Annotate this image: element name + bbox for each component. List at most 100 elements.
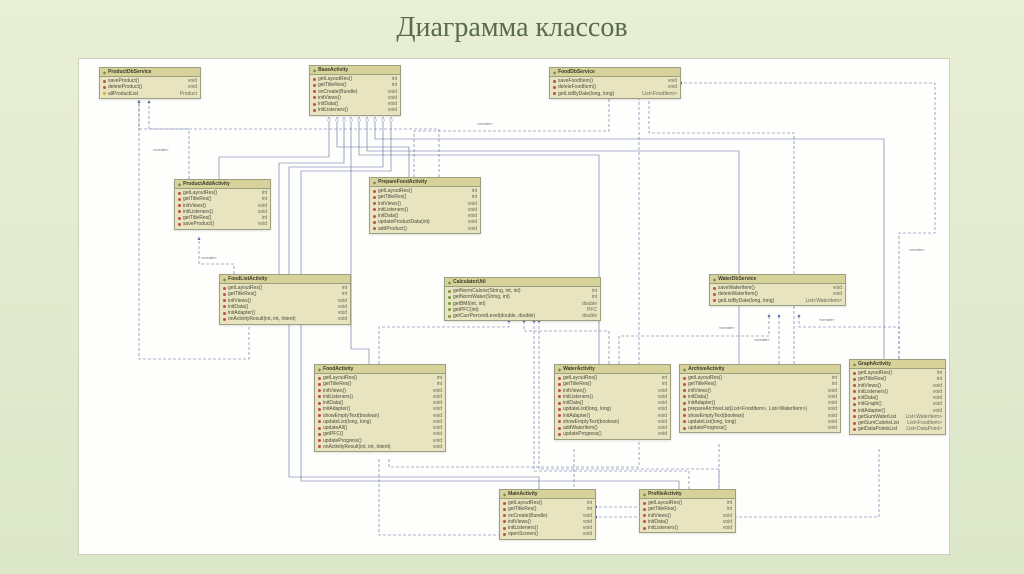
class-body: saveProduct()voiddeleteProduct()voidallP…: [100, 77, 200, 98]
class-header: MainActivity: [500, 490, 595, 499]
edge: [799, 314, 899, 359]
visibility-dot: [713, 287, 716, 290]
visibility-dot: [318, 439, 321, 442]
visibility-dot: [318, 383, 321, 386]
edge-label: «create»: [477, 121, 493, 126]
class-header: ProfileActivity: [640, 490, 735, 499]
edge-label: «create»: [754, 337, 770, 342]
visibility-dot: [103, 80, 106, 83]
visibility-dot: [643, 514, 646, 517]
visibility-dot: [553, 80, 556, 83]
method-row: getListByDate(long, long)List<FoodItem>: [550, 91, 680, 97]
visibility-dot: [448, 296, 451, 299]
visibility-dot: [373, 208, 376, 211]
visibility-dot: [503, 514, 506, 517]
visibility-dot: [318, 420, 321, 423]
edge: [619, 314, 769, 364]
method-row: updateProgress()void: [555, 431, 670, 437]
visibility-dot: [558, 420, 561, 423]
visibility-dot: [313, 90, 316, 93]
class-body: getLayoutRes()intgetTitleRes()intinitVie…: [175, 189, 270, 229]
class-body: getLayoutRes()intgetTitleRes()intinitVie…: [850, 369, 945, 434]
edge: [337, 117, 409, 177]
class-body: getLayoutRes()intgetTitleRes()intinitVie…: [555, 374, 670, 439]
visibility-dot: [683, 395, 686, 398]
edge: [679, 83, 935, 359]
visibility-dot: [373, 202, 376, 205]
edge: [379, 319, 509, 364]
visibility-dot: [178, 192, 181, 195]
method-row: allProductListProduct: [100, 91, 200, 97]
visibility-dot: [503, 508, 506, 511]
visibility-dot: [373, 227, 376, 230]
method-type: List<DataPoint>: [906, 426, 942, 432]
visibility-dot: [373, 215, 376, 218]
visibility-dot: [448, 290, 451, 293]
method-name: initListeners(): [318, 107, 384, 113]
class-body: getLayoutRes()intgetTitleRes()intonCreat…: [500, 499, 595, 539]
edge: [649, 96, 794, 364]
visibility-dot: [553, 86, 556, 89]
method-type: double: [582, 313, 597, 319]
visibility-dot: [318, 395, 321, 398]
method-row: addProduct()void: [370, 226, 480, 232]
method-name: getDataPointsList: [858, 426, 902, 432]
visibility-dot: [313, 84, 316, 87]
class-body: getNormCalorie(String, int, int)intgetNo…: [445, 287, 600, 320]
class-header: ArchiveActivity: [680, 365, 840, 374]
diagram-canvas: ProductDbServicesaveProduct()voiddeleteP…: [78, 58, 950, 555]
class-header: WaterActivity: [555, 365, 670, 374]
method-type: void: [583, 531, 592, 537]
visibility-dot: [558, 433, 561, 436]
class-box: FoodDbServicesaveFoodItem()voiddeleteFoo…: [549, 67, 681, 99]
visibility-dot: [103, 86, 106, 89]
visibility-dot: [643, 502, 646, 505]
class-body: getLayoutRes()intgetTitleRes()intinitVie…: [315, 374, 445, 451]
method-row: onActivityResult(int, int, Intent)void: [220, 316, 350, 322]
visibility-dot: [683, 402, 686, 405]
class-header: FoodActivity: [315, 365, 445, 374]
class-box: ProductAddActivitygetLayoutRes()intgetTi…: [174, 179, 271, 230]
class-header: BaseActivity: [310, 66, 400, 75]
class-header: GraphActivity: [850, 360, 945, 369]
visibility-dot: [853, 397, 856, 400]
visibility-dot: [503, 527, 506, 530]
method-type: void: [258, 221, 267, 227]
method-row: initListeners()void: [310, 107, 400, 113]
visibility-dot: [558, 389, 561, 392]
visibility-dot: [223, 287, 226, 290]
edge: [149, 100, 189, 179]
visibility-dot: [223, 318, 226, 321]
edge-label: «create»: [153, 147, 169, 152]
visibility-dot: [318, 445, 321, 448]
visibility-dot: [558, 414, 561, 417]
method-type: Product: [180, 91, 197, 97]
method-name: saveProduct(): [183, 221, 254, 227]
edge: [351, 117, 369, 364]
visibility-dot: [853, 378, 856, 381]
edge-label: «create»: [201, 255, 217, 260]
method-row: getDataPointsList List<DataPoint>: [850, 426, 945, 432]
visibility-dot: [683, 414, 686, 417]
class-body: getLayoutRes()intgetTitleRes()intinitVie…: [680, 374, 840, 432]
visibility-dot: [318, 427, 321, 430]
visibility-dot: [178, 217, 181, 220]
edge: [279, 117, 344, 274]
edge: [375, 117, 884, 359]
visibility-dot: [713, 299, 716, 302]
class-header: CalculatorUtil: [445, 278, 600, 287]
method-row: getListByDate(long, long)List<WaterItem>: [710, 298, 845, 304]
class-body: saveFoodItem()voiddeleteFoodItem()voidge…: [550, 77, 680, 98]
visibility-dot: [178, 223, 181, 226]
visibility-dot: [318, 433, 321, 436]
method-row: openScreen()void: [500, 531, 595, 537]
method-name: onActivityResult(int, int, Intent): [323, 444, 429, 450]
visibility-dot: [178, 204, 181, 207]
visibility-dot: [853, 372, 856, 375]
class-box: ArchiveActivitygetLayoutRes()intgetTitle…: [679, 364, 841, 433]
method-name: initListeners(): [648, 525, 719, 531]
edge: [524, 319, 609, 364]
visibility-dot: [558, 377, 561, 380]
edge-label: «create»: [909, 247, 925, 252]
visibility-dot: [713, 293, 716, 296]
